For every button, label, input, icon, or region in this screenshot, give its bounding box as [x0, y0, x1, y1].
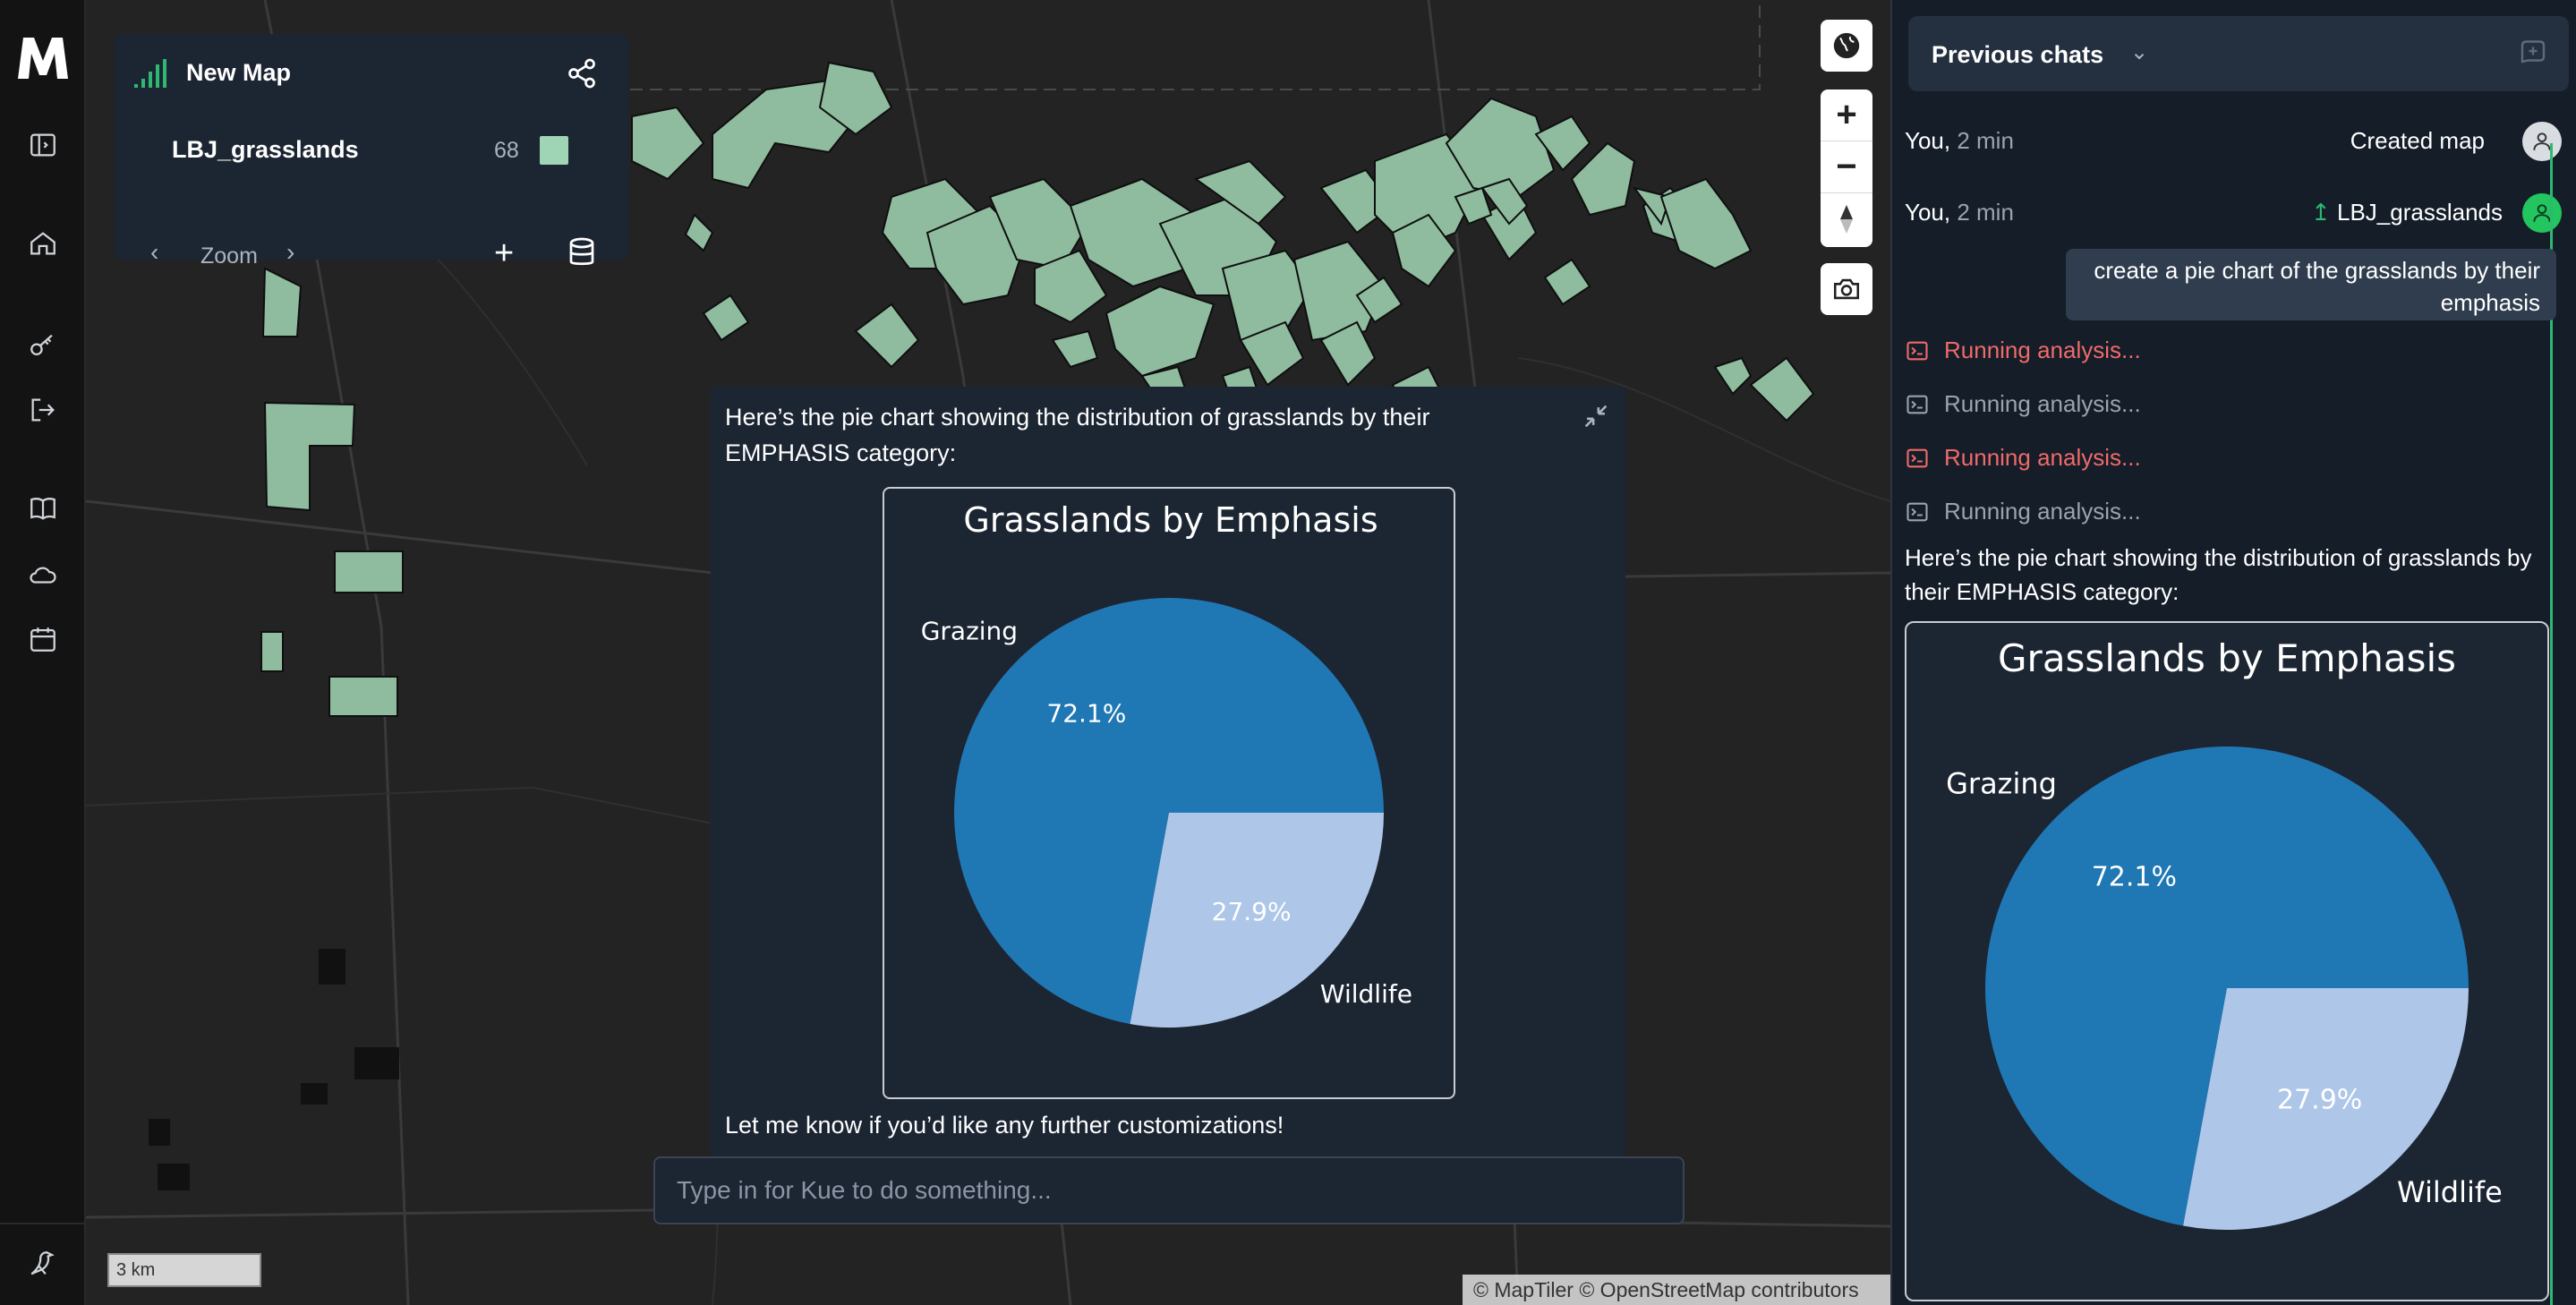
- zoom-out-button[interactable]: −: [1821, 141, 1872, 193]
- pie-chart-svg: Grasslands by Emphasis 72.1% Grazing 27.9% W…: [1946, 636, 2503, 1230]
- pie-slice: [1130, 813, 1384, 1028]
- user-avatar: [2522, 193, 2562, 233]
- terminal-icon: [1906, 448, 1928, 467]
- map-title[interactable]: New Map: [186, 59, 292, 86]
- map-scale: 3 km: [107, 1253, 261, 1287]
- compass-button[interactable]: [1821, 193, 1872, 245]
- previous-chats-header[interactable]: Previous chats ⌄: [1908, 16, 2569, 91]
- book-icon[interactable]: [25, 490, 61, 526]
- message-action: Created map: [2350, 127, 2485, 154]
- chat-input[interactable]: Type in for Kue to do something...: [653, 1156, 1685, 1224]
- map-chat-chart: Grasslands by Emphasis 72.1% Grazing 27.9% W…: [883, 487, 1455, 1099]
- new-chat-icon[interactable]: [2517, 38, 2549, 70]
- share-icon[interactable]: [566, 57, 598, 90]
- map-chat-card: Here’s the pie chart showing the distrib…: [711, 387, 1625, 1156]
- map-chat-footer: Let me know if you’d like any further cu…: [725, 1112, 1284, 1139]
- assistant-reply: Here’s the pie chart showing the distrib…: [1905, 544, 2532, 605]
- message-action: ↥ LBJ_grasslands: [2291, 199, 2503, 226]
- chart-title: Grasslands by Emphasis: [963, 500, 1378, 540]
- chat-message-meta: You, 2 min: [1905, 199, 2014, 226]
- uploaded-layer-name[interactable]: LBJ_grasslands: [2337, 199, 2503, 226]
- analysis-step[interactable]: Running analysis...: [1905, 498, 2141, 525]
- user-prompt-bubble: create a pie chart of the grasslands by …: [2066, 249, 2556, 320]
- message-author: You,: [1905, 199, 1951, 226]
- pie-slice: [2183, 988, 2469, 1230]
- pie-slice: [954, 598, 1384, 1025]
- analysis-label: Running analysis...: [1944, 444, 2141, 471]
- home-icon[interactable]: [25, 226, 61, 261]
- chat-panel-chart: Grasslands by Emphasis 72.1% Grazing 27.9% W…: [1905, 621, 2549, 1301]
- screenshot-button[interactable]: [1821, 263, 1872, 315]
- message-time: 2 min: [1957, 199, 2014, 226]
- user-icon: [2533, 204, 2551, 222]
- pie-category-label: Grazing: [921, 616, 1018, 645]
- pie-percent-label: 72.1%: [1046, 699, 1126, 729]
- zoom-in-button[interactable]: +: [1821, 90, 1872, 141]
- chevron-down-icon[interactable]: ⌄: [2130, 40, 2149, 64]
- user-icon: [2533, 132, 2551, 150]
- pie-percent-label: 72.1%: [2092, 862, 2177, 893]
- pie-category-label: Grazing: [1946, 766, 2057, 800]
- database-icon[interactable]: [566, 236, 598, 269]
- calendar-icon[interactable]: [25, 621, 61, 657]
- map-basemap: [86, 0, 1890, 1305]
- analysis-label: Running analysis...: [1944, 337, 2141, 363]
- signal-icon: [134, 59, 166, 88]
- add-layer-icon[interactable]: +: [494, 235, 515, 272]
- cloud-icon[interactable]: [25, 557, 61, 593]
- left-rail: [0, 0, 86, 1305]
- terminal-icon: [1906, 395, 1928, 414]
- rail-divider: [0, 1223, 86, 1224]
- chat-message-meta: You, 2 min: [1905, 127, 2014, 155]
- zoom-controls: + −: [1821, 90, 1872, 247]
- pie-category-label: Wildlife: [2397, 1175, 2503, 1209]
- map-chat-intro: Here’s the pie chart showing the distrib…: [725, 404, 1430, 466]
- pie-chart-svg: Grasslands by Emphasis 72.1% Grazing 27.9% W…: [921, 500, 1412, 1028]
- chevron-right-icon[interactable]: ›: [286, 238, 295, 266]
- terminal-icon: [1906, 502, 1928, 521]
- logo-icon[interactable]: [16, 34, 70, 81]
- zoom-label: Zoom: [200, 243, 258, 269]
- message-time: 2 min: [1957, 127, 2014, 154]
- layer-name[interactable]: LBJ_grasslands: [172, 136, 359, 163]
- logout-icon[interactable]: [25, 392, 61, 428]
- thread-line: [2550, 143, 2553, 1305]
- message-author: You,: [1905, 127, 1951, 154]
- key-icon[interactable]: [25, 328, 61, 363]
- globe-button[interactable]: [1821, 20, 1872, 72]
- pie-category-label: Wildlife: [1320, 979, 1412, 1009]
- map-attribution[interactable]: © MapTiler © OpenStreetMap contributors: [1463, 1275, 1890, 1305]
- analysis-step[interactable]: Running analysis...: [1905, 390, 2141, 418]
- pie-percent-label: 27.9%: [2277, 1084, 2362, 1115]
- layer-color-swatch[interactable]: [540, 136, 568, 165]
- upload-icon: ↥: [2310, 199, 2331, 226]
- camera-icon: [1833, 278, 1860, 300]
- pie-percent-label: 27.9%: [1212, 897, 1292, 926]
- compass-icon: [1840, 205, 1853, 234]
- analysis-label: Running analysis...: [1944, 498, 2141, 525]
- sidebar-toggle-icon[interactable]: [25, 127, 61, 163]
- terminal-icon: [1906, 341, 1928, 360]
- map-canvas[interactable]: New Map LBJ_grasslands 68 ‹ Zoom › + + −: [86, 0, 1890, 1305]
- layer-panel: New Map LBJ_grasslands 68 ‹ Zoom › +: [115, 34, 628, 270]
- collapse-icon[interactable]: [1581, 401, 1611, 431]
- user-avatar: [2522, 122, 2562, 161]
- chart-title: Grasslands by Emphasis: [1998, 636, 2456, 680]
- previous-chats-title[interactable]: Previous chats: [1932, 41, 2104, 68]
- bird-icon[interactable]: [25, 1246, 61, 1282]
- analysis-step[interactable]: Running analysis...: [1905, 444, 2141, 472]
- analysis-step[interactable]: Running analysis...: [1905, 337, 2141, 364]
- layer-feature-count: 68: [494, 138, 519, 163]
- globe-icon: [1833, 32, 1860, 59]
- pie-slice: [1985, 746, 2469, 1226]
- chevron-left-icon[interactable]: ‹: [150, 238, 159, 266]
- analysis-label: Running analysis...: [1944, 390, 2141, 417]
